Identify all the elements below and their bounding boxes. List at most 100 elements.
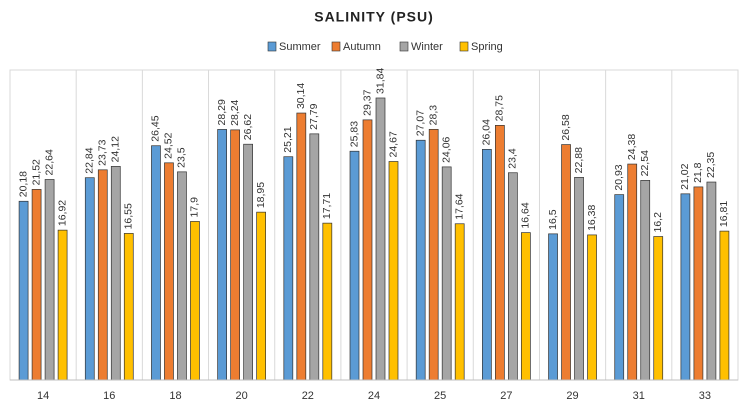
- bar: [495, 125, 505, 381]
- bar: [31, 189, 42, 381]
- x-tick-label: 18: [169, 390, 181, 402]
- value-label: 22,35: [705, 152, 717, 178]
- value-label: 22,54: [639, 150, 651, 176]
- value-label: 16,92: [56, 200, 68, 226]
- value-label: 31,84: [374, 68, 386, 94]
- value-label: 27,07: [414, 110, 426, 136]
- bar: [693, 186, 704, 381]
- value-label: 16,5: [547, 209, 559, 230]
- x-tick-label: 20: [236, 390, 248, 402]
- value-label: 24,06: [440, 136, 452, 162]
- x-tick-label: 14: [37, 390, 49, 402]
- bar: [680, 193, 691, 381]
- bar: [428, 128, 439, 381]
- legend-label: Spring: [471, 41, 503, 53]
- bar: [164, 162, 174, 381]
- bar: [177, 171, 187, 381]
- legend-label: Summer: [279, 41, 321, 53]
- value-label: 16,2: [652, 212, 664, 233]
- value-label: 27,79: [308, 103, 320, 129]
- bar: [349, 150, 360, 381]
- bar: [574, 176, 584, 381]
- x-tick-label: 33: [699, 390, 711, 402]
- legend-swatch: [399, 41, 409, 52]
- x-tick-label: 25: [434, 390, 446, 402]
- bar: [283, 156, 294, 381]
- value-label: 25,21: [282, 126, 294, 152]
- value-label: 21,02: [679, 163, 691, 189]
- value-label: 26,62: [242, 114, 254, 140]
- value-label: 16,81: [718, 201, 730, 227]
- value-label: 21,52: [30, 159, 42, 185]
- value-label: 26,45: [150, 115, 162, 141]
- x-tick-label: 24: [368, 390, 380, 402]
- value-label: 28,29: [216, 99, 228, 125]
- value-label: 25,83: [348, 121, 360, 147]
- bar: [415, 139, 426, 381]
- value-label: 21,8: [692, 162, 704, 183]
- bar: [587, 234, 597, 381]
- value-label: 30,14: [295, 83, 307, 109]
- value-label: 20,18: [17, 171, 29, 197]
- value-label: 22,84: [84, 147, 96, 173]
- value-label: 20,93: [613, 164, 625, 190]
- bar: [230, 129, 240, 381]
- bar: [84, 177, 95, 381]
- bar: [627, 163, 638, 381]
- value-label: 24,38: [626, 134, 638, 160]
- bar: [482, 149, 492, 381]
- legend-swatch: [331, 41, 341, 52]
- x-tick-label: 22: [302, 390, 314, 402]
- value-label: 17,9: [189, 197, 201, 218]
- bar: [706, 181, 717, 381]
- x-tick-label: 31: [633, 390, 645, 402]
- value-label: 17,71: [321, 193, 333, 219]
- bar: [322, 222, 333, 381]
- value-label: 28,75: [494, 95, 506, 121]
- bar: [362, 119, 373, 381]
- value-label: 23,73: [97, 139, 109, 165]
- value-label: 24,52: [163, 132, 175, 158]
- bar: [375, 97, 386, 381]
- value-label: 17,64: [453, 193, 465, 219]
- bar: [44, 179, 55, 381]
- chart-title: SALINITY (PSU): [314, 9, 434, 25]
- bar: [151, 145, 161, 381]
- value-label: 23,4: [507, 148, 519, 169]
- value-label: 24,12: [110, 136, 122, 162]
- value-label: 28,3: [427, 105, 439, 126]
- bar: [123, 233, 134, 381]
- value-label: 18,95: [255, 182, 267, 208]
- bar: [217, 129, 227, 381]
- value-label: 22,64: [43, 149, 55, 175]
- value-label: 26,58: [560, 114, 572, 140]
- bar: [388, 161, 399, 381]
- bar: [309, 133, 320, 381]
- bar: [548, 233, 558, 381]
- bar: [640, 180, 651, 381]
- bar: [561, 144, 571, 381]
- x-tick-label: 16: [103, 390, 115, 402]
- legend-label: Winter: [411, 41, 443, 53]
- legend-swatch: [459, 41, 469, 52]
- value-label: 29,37: [361, 89, 373, 115]
- bar: [57, 229, 68, 381]
- bar: [256, 211, 266, 381]
- value-label: 24,67: [387, 131, 399, 157]
- value-label: 26,04: [481, 119, 493, 145]
- bar: [521, 232, 531, 381]
- value-label: 16,38: [586, 204, 598, 230]
- value-label: 28,24: [229, 99, 241, 125]
- bar: [97, 169, 108, 381]
- bar: [296, 112, 307, 381]
- bar: [454, 223, 465, 381]
- value-label: 22,88: [573, 147, 585, 173]
- value-label: 16,55: [123, 203, 135, 229]
- value-label: 16,64: [520, 202, 532, 228]
- legend-swatch: [267, 41, 277, 52]
- bar: [243, 143, 253, 381]
- bar: [614, 194, 625, 381]
- bar: [190, 221, 200, 381]
- value-label: 23,5: [176, 147, 188, 168]
- bar: [441, 166, 452, 381]
